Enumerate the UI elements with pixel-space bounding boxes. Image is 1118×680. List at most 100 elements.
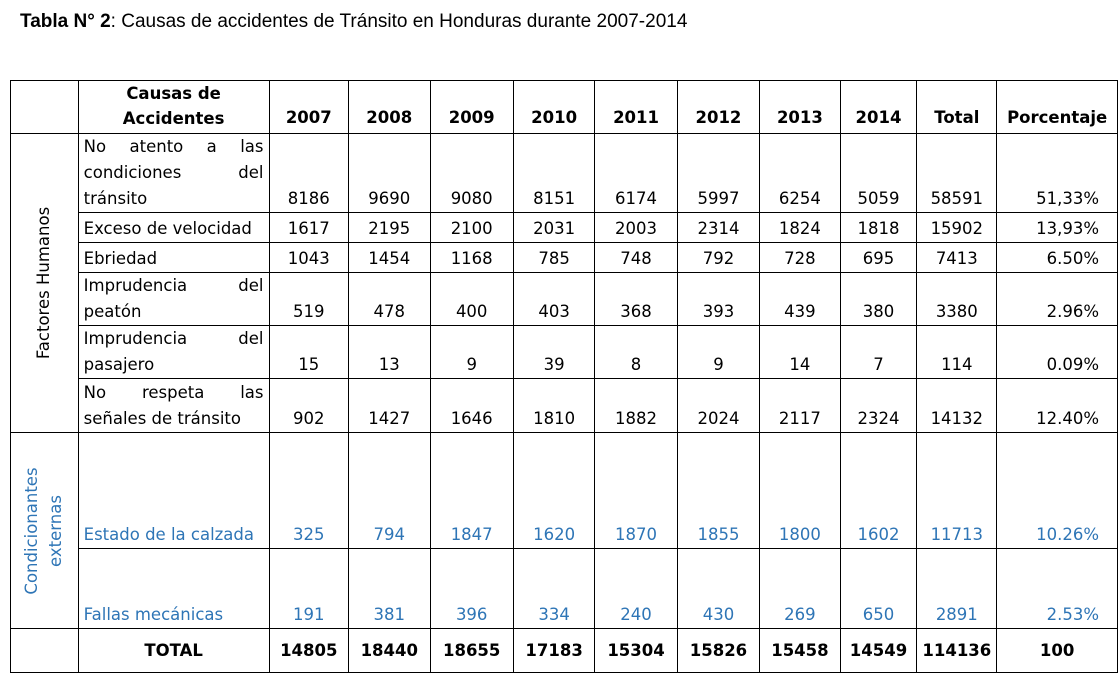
value-cell: 478 [348, 272, 431, 326]
header-causes-line1: Causas de [126, 84, 221, 103]
value-cell: 1855 [676, 432, 761, 549]
value-cell: 8186 [268, 133, 350, 213]
value-cell: 1847 [429, 432, 514, 549]
value-cell: 695 [839, 242, 918, 273]
total-value-cell: 15826 [676, 628, 761, 673]
total-value-cell: 18440 [348, 628, 431, 673]
value-cell: 1043 [268, 242, 350, 273]
accidents-table: Causas de Accidentes 2007 2008 2009 2010… [10, 80, 1118, 673]
group-human-label: Factores Humanos [34, 206, 54, 360]
table-row: Ebriedad 1043 1454 1168 785 748 792 728 695 7413 6… [11, 242, 1118, 273]
group-external-conditions: Condicionantes externas [10, 432, 79, 629]
value-cell: 519 [268, 272, 350, 326]
cause-line: Fallas mecánicas [83, 605, 224, 624]
cause-line: pasajero [83, 355, 155, 374]
value-cell: 792 [676, 242, 761, 273]
value-cell: 2324 [839, 378, 918, 433]
header-percent: Porcentaje [996, 80, 1118, 134]
cause-line: peatón [83, 302, 142, 321]
value-cell: 1427 [348, 378, 431, 433]
table-row: Imprudencia del pasajero 15 13 9 39 8 9 14 7 114 0.… [11, 325, 1118, 379]
percent-cell: 2.96% [996, 272, 1118, 326]
cause-line: Ebriedad [83, 249, 158, 268]
value-cell: 191 [268, 548, 350, 629]
value-cell: 748 [594, 242, 678, 273]
header-year: 2007 [268, 80, 350, 134]
header-year: 2010 [512, 80, 596, 134]
total-value-cell: 14805 [268, 628, 350, 673]
table-row: Condicionantes externas Estado de la calza… [10, 432, 1118, 629]
row-total-cell: 58591 [916, 133, 998, 213]
header-causes-line2: Accidentes [122, 109, 225, 128]
header-year: 2008 [348, 80, 431, 134]
row-total-cell: 114 [916, 325, 998, 379]
value-cell: 1810 [512, 378, 596, 433]
total-value-cell: 18655 [429, 628, 514, 673]
cause-cell: Ebriedad [77, 242, 270, 273]
value-cell: 6174 [594, 133, 678, 213]
total-value-cell: 14549 [839, 628, 918, 673]
value-cell: 1824 [759, 212, 841, 243]
percent-cell: 10.26% [996, 432, 1118, 549]
cause-line: Estado de la calzada [83, 525, 255, 544]
value-cell: 1818 [839, 212, 918, 243]
value-cell: 403 [512, 272, 596, 326]
header-year: 2013 [759, 80, 841, 134]
value-cell: 2031 [512, 212, 596, 243]
percent-cell: 12.40% [996, 378, 1118, 433]
table-row: Exceso de velocidad 1617 2195 2100 2031 2003 2… [11, 212, 1118, 243]
header-year: 2014 [839, 80, 918, 134]
value-cell: 13 [348, 325, 431, 379]
value-cell: 728 [759, 242, 841, 273]
table-row: Factores Humanos No atento a las condicion… [10, 133, 1118, 433]
value-cell: 2100 [429, 212, 514, 243]
percent-cell: 6.50% [996, 242, 1118, 273]
value-cell: 15 [268, 325, 350, 379]
percent-cell: 2.53% [996, 548, 1118, 629]
cause-line: Imprudencia del [83, 276, 264, 295]
total-value-cell: 15458 [759, 628, 841, 673]
value-cell: 8 [594, 325, 678, 379]
cause-line: No respeta las [83, 383, 264, 402]
value-cell: 785 [512, 242, 596, 273]
cause-line: Exceso de velocidad [83, 219, 252, 238]
value-cell: 7 [839, 325, 918, 379]
value-cell: 368 [594, 272, 678, 326]
group-external-label: Condicionantes externas [20, 467, 68, 594]
value-cell: 1882 [594, 378, 678, 433]
value-cell: 1620 [512, 432, 596, 549]
total-percent-cell: 100 [996, 628, 1118, 673]
cause-cell: Exceso de velocidad [77, 212, 270, 243]
value-cell: 2195 [348, 212, 431, 243]
value-cell: 9 [429, 325, 514, 379]
header-year: 2009 [429, 80, 514, 134]
total-empty-cell [10, 628, 79, 673]
caption-label: Tabla N° 2 [20, 11, 111, 32]
value-cell: 8151 [512, 133, 596, 213]
cause-cell: Imprudencia del peatón [77, 272, 270, 326]
value-cell: 1454 [348, 242, 431, 273]
value-cell: 396 [429, 548, 514, 629]
header-year: 2011 [594, 80, 678, 134]
value-cell: 9690 [348, 133, 431, 213]
value-cell: 381 [348, 548, 431, 629]
row-total-cell: 15902 [916, 212, 998, 243]
total-row: TOTAL 14805 18440 18655 17183 15304 15826 15458… [10, 628, 1118, 673]
cause-line: tránsito [83, 189, 148, 208]
cause-cell: Estado de la calzada [77, 432, 270, 549]
value-cell: 1617 [268, 212, 350, 243]
header-empty-cell [10, 80, 79, 134]
value-cell: 5059 [839, 133, 918, 213]
percent-cell: 13,93% [996, 212, 1118, 243]
value-cell: 269 [759, 548, 841, 629]
cause-line: No atento a las [83, 137, 264, 156]
value-cell: 439 [759, 272, 841, 326]
header-total: Total [916, 80, 998, 134]
value-cell: 1646 [429, 378, 514, 433]
header-row: Causas de Accidentes 2007 2008 2009 2010… [10, 80, 1118, 134]
value-cell: 400 [429, 272, 514, 326]
value-cell: 325 [268, 432, 350, 549]
value-cell: 2314 [676, 212, 761, 243]
caption-text: : Causas de accidentes de Tránsito en Ho… [110, 11, 688, 32]
value-cell: 334 [512, 548, 596, 629]
